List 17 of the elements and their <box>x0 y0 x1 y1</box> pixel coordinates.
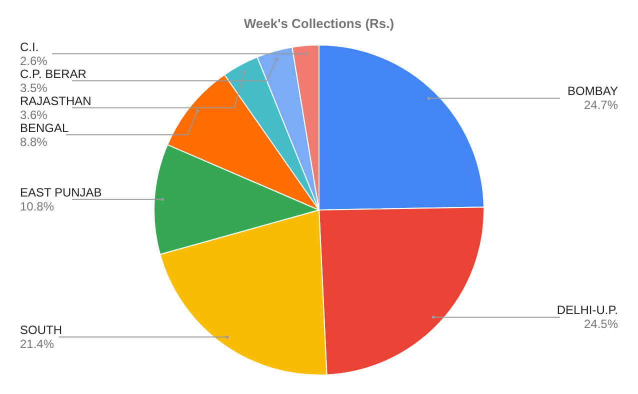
slice-label: RAJASTHAN <box>20 94 92 108</box>
slice-label: DELHI-U.P. <box>556 303 618 318</box>
data-label: 21.4% <box>20 337 54 352</box>
data-label: 8.8% <box>20 134 48 149</box>
data-label: 2.6% <box>20 54 48 68</box>
chart-title: Week's Collections (Rs.) <box>244 16 394 31</box>
slice-label: SOUTH <box>20 323 62 338</box>
data-label: 3.6% <box>20 108 48 122</box>
data-label: 24.7% <box>584 98 618 112</box>
data-label: 10.8% <box>20 199 54 214</box>
data-label: 24.5% <box>584 317 618 332</box>
slice-label: C.I. <box>20 40 39 54</box>
data-label: 3.5% <box>20 80 48 95</box>
slice-label: BENGAL <box>20 120 70 135</box>
slice-label: BOMBAY <box>568 84 618 98</box>
slice-label: EAST PUNJAB <box>20 185 102 200</box>
slice-label: C.P. BERAR <box>20 66 87 81</box>
